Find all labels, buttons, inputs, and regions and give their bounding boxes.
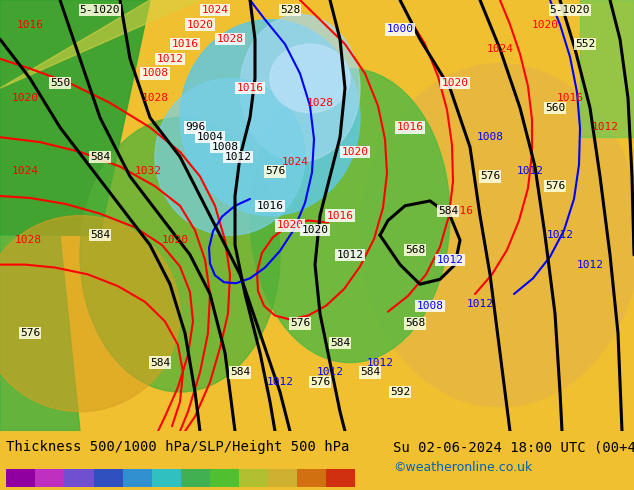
- Text: Su 02-06-2024 18:00 UTC (00+42): Su 02-06-2024 18:00 UTC (00+42): [393, 440, 634, 454]
- Text: 576: 576: [290, 318, 310, 328]
- Text: 1024: 1024: [202, 5, 228, 15]
- Text: 528: 528: [280, 5, 300, 15]
- Text: 1004: 1004: [197, 132, 224, 142]
- Text: 1028: 1028: [216, 34, 243, 44]
- Ellipse shape: [155, 78, 305, 235]
- Text: 1012: 1012: [366, 358, 394, 368]
- Text: 1012: 1012: [266, 377, 294, 387]
- Text: 1032: 1032: [134, 167, 162, 176]
- Text: 1028: 1028: [15, 235, 41, 245]
- Text: 1008: 1008: [212, 142, 238, 152]
- Bar: [326, 469, 355, 487]
- Ellipse shape: [360, 64, 634, 407]
- Text: 1012: 1012: [337, 250, 363, 260]
- Text: 1008: 1008: [477, 132, 503, 142]
- Text: 1016: 1016: [257, 201, 283, 211]
- Text: 1016: 1016: [446, 206, 474, 216]
- Text: 1016: 1016: [172, 39, 198, 49]
- Text: 1024: 1024: [486, 44, 514, 54]
- Text: 1000: 1000: [387, 24, 413, 34]
- Text: 584: 584: [90, 152, 110, 162]
- Text: 1012: 1012: [316, 368, 344, 377]
- Bar: [6, 469, 36, 487]
- Text: 996: 996: [185, 122, 205, 132]
- Text: 568: 568: [405, 318, 425, 328]
- Text: 1012: 1012: [157, 54, 183, 64]
- Text: 1008: 1008: [141, 69, 169, 78]
- Bar: [65, 469, 94, 487]
- Text: 1020: 1020: [276, 220, 304, 230]
- Text: 1012: 1012: [517, 167, 543, 176]
- Text: 1020: 1020: [302, 225, 328, 235]
- Ellipse shape: [270, 44, 350, 113]
- Polygon shape: [0, 0, 150, 235]
- Text: 1020: 1020: [11, 93, 39, 103]
- Text: 1012: 1012: [467, 299, 493, 309]
- Text: 584: 584: [230, 368, 250, 377]
- Text: Thickness 500/1000 hPa/SLP/Height 500 hPa: Thickness 500/1000 hPa/SLP/Height 500 hP…: [6, 440, 350, 454]
- Bar: [36, 469, 65, 487]
- Polygon shape: [580, 0, 634, 137]
- Text: 576: 576: [545, 181, 565, 191]
- Text: ©weatheronline.co.uk: ©weatheronline.co.uk: [393, 461, 533, 474]
- Text: 560: 560: [545, 103, 565, 113]
- Text: 592: 592: [390, 387, 410, 397]
- Text: 1016: 1016: [236, 83, 264, 93]
- Text: 1016: 1016: [327, 211, 354, 220]
- Text: 576: 576: [20, 328, 40, 338]
- Polygon shape: [0, 235, 80, 431]
- Text: 1016: 1016: [396, 122, 424, 132]
- Ellipse shape: [180, 20, 360, 216]
- Text: 584: 584: [90, 230, 110, 240]
- Text: 1020: 1020: [441, 78, 469, 88]
- Bar: [181, 469, 210, 487]
- Ellipse shape: [240, 15, 360, 162]
- Text: 1016: 1016: [557, 93, 583, 103]
- Text: 1020: 1020: [186, 20, 214, 29]
- Text: 584: 584: [360, 368, 380, 377]
- Text: 576: 576: [265, 167, 285, 176]
- Text: 584: 584: [330, 338, 350, 348]
- Bar: [122, 469, 152, 487]
- Text: 1012: 1012: [224, 152, 252, 162]
- Text: 1012: 1012: [436, 255, 463, 265]
- Text: 1012: 1012: [547, 230, 574, 240]
- Polygon shape: [0, 0, 200, 88]
- Bar: [297, 469, 326, 487]
- Bar: [210, 469, 239, 487]
- Text: 552: 552: [575, 39, 595, 49]
- Text: 576: 576: [480, 172, 500, 181]
- Text: 1016: 1016: [16, 20, 44, 29]
- Ellipse shape: [80, 118, 280, 392]
- Ellipse shape: [0, 216, 180, 412]
- Text: 568: 568: [405, 245, 425, 255]
- Text: 584: 584: [438, 206, 458, 216]
- Text: 1028: 1028: [306, 98, 333, 108]
- Text: 1012: 1012: [592, 122, 619, 132]
- Text: 1020: 1020: [162, 235, 188, 245]
- Bar: [152, 469, 181, 487]
- Text: 550: 550: [50, 78, 70, 88]
- Text: 1020: 1020: [531, 20, 559, 29]
- Text: 1008: 1008: [417, 301, 444, 311]
- Text: 584: 584: [150, 358, 170, 368]
- Bar: [268, 469, 297, 487]
- Text: 5‐1020: 5‐1020: [80, 5, 120, 15]
- Text: 5‐1020: 5‐1020: [550, 5, 590, 15]
- Text: 1024: 1024: [11, 167, 39, 176]
- Text: 576: 576: [310, 377, 330, 387]
- Bar: [94, 469, 122, 487]
- Text: 1020: 1020: [342, 147, 368, 157]
- Text: 1012: 1012: [576, 260, 604, 270]
- Ellipse shape: [250, 69, 450, 363]
- Bar: [239, 469, 268, 487]
- Text: 1028: 1028: [141, 93, 169, 103]
- Text: 1024: 1024: [281, 157, 309, 167]
